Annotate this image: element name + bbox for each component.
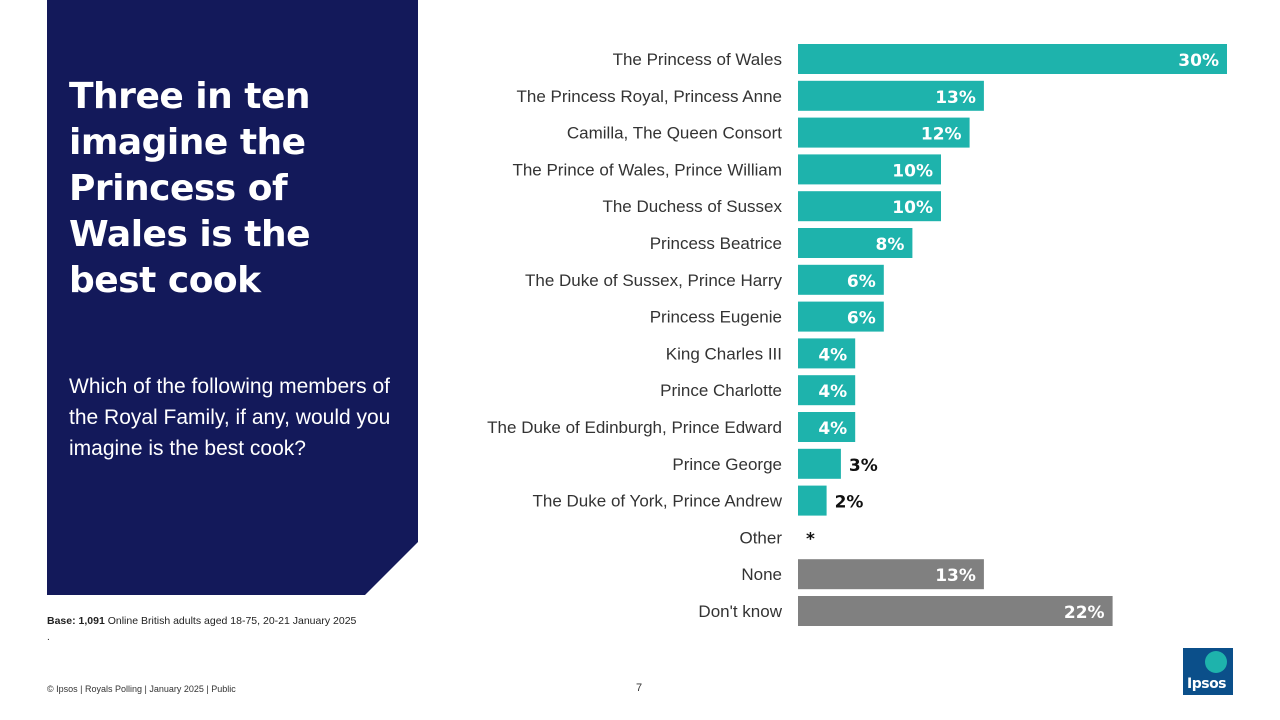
value-label: 30% [1178,51,1219,71]
value-label: 2% [835,493,864,513]
category-label: Don't know [698,602,782,621]
value-label: 8% [876,235,905,255]
category-label: The Duchess of Sussex [602,197,782,216]
bar [798,596,1113,626]
value-label: 3% [849,456,878,476]
category-label: None [741,565,782,584]
category-label: The Princess of Wales [613,50,782,69]
bar [798,448,841,479]
category-label: The Duke of Edinburgh, Prince Edward [487,418,782,437]
category-label: Camilla, The Queen Consort [567,124,782,143]
page-number: 7 [636,682,643,694]
bar [798,301,884,332]
value-label: 4% [818,382,847,402]
category-label: The Prince of Wales, Prince William [512,160,782,179]
category-label: The Duke of York, Prince Andrew [533,492,783,511]
value-label: 6% [847,309,876,329]
base-label: Base: 1,091 [47,615,105,627]
value-label: 6% [847,272,876,292]
category-label: Other [739,528,782,547]
survey-question: Which of the following members of the Ro… [69,375,391,460]
bar [798,338,856,369]
bar [798,191,941,222]
bar [798,412,856,442]
category-label: The Duke of Sussex, Prince Harry [525,271,782,290]
bar [798,375,856,406]
headline-panel [47,0,418,595]
value-label: 13% [935,566,976,586]
value-label: 10% [892,198,933,218]
bar [798,80,984,111]
bar [798,485,827,516]
category-label: The Princess Royal, Princess Anne [516,87,782,106]
bar-chart: The Princess of Wales 30% The Princess Roy… [487,44,1227,626]
ipsos-logo: Ipsos [1183,648,1233,695]
bar [798,44,1227,74]
category-label: Princess Beatrice [650,234,782,253]
logo-text: Ipsos [1187,676,1227,692]
base-note: Base: 1,091 Online British adults aged 1… [47,615,356,627]
value-label: 13% [935,88,976,108]
base-text: Online British adults aged 18-75, 20-21 … [104,615,357,627]
value-label: 4% [818,419,847,439]
value-label: * [806,529,815,549]
base-dot: . [47,632,50,643]
value-label: 12% [921,125,962,145]
bar [798,117,970,148]
headline: Three in ten imagine the Princess of Wal… [69,76,311,301]
category-label: Princess Eugenie [650,308,782,327]
category-label: Prince George [672,455,782,474]
bar [798,154,941,185]
value-label: 4% [818,345,847,365]
value-label: 10% [892,161,933,181]
bar [798,264,884,295]
value-label: 22% [1064,603,1105,623]
bar [798,228,913,258]
footer-text: © Ipsos | Royals Polling | January 2025 … [47,684,236,694]
category-label: King Charles III [666,344,782,363]
bar [798,559,984,590]
category-label: Prince Charlotte [660,381,782,400]
logo-circle-icon [1205,651,1227,673]
